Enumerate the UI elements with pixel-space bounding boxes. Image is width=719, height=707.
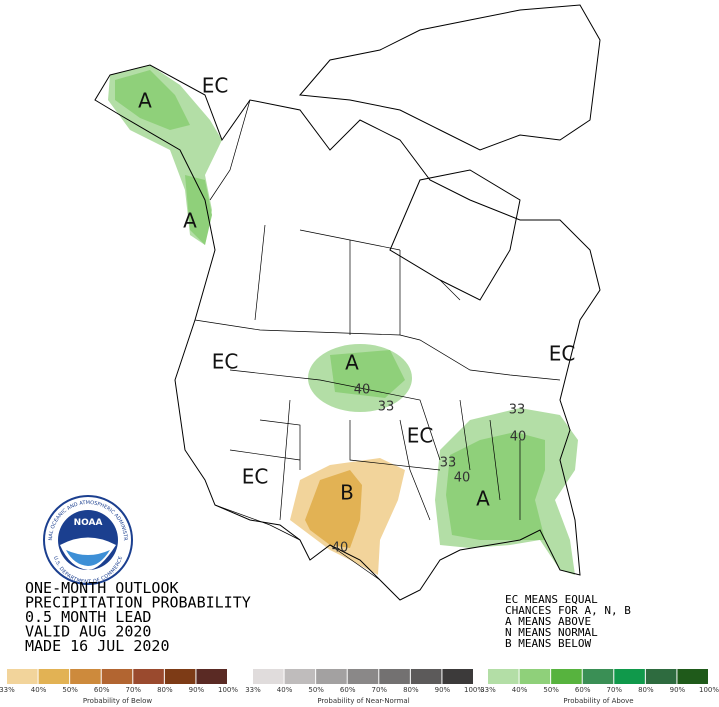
title-line: MADE 16 JUL 2020 <box>25 637 170 655</box>
key-line: B MEANS BELOW <box>505 637 591 650</box>
logo-ring: NATIONAL OCEANIC AND ATMOSPHERIC ADMINIS… <box>0 0 128 541</box>
legend-swatch <box>410 669 442 684</box>
legend-tick: 60% <box>575 686 591 694</box>
legend-title: Probability of Above <box>563 697 633 705</box>
region-label: A <box>345 351 359 375</box>
legend-swatch <box>196 669 227 684</box>
legend-swatch <box>133 669 164 684</box>
contour-label: 40 <box>510 430 527 445</box>
legend-tick: 80% <box>157 686 173 694</box>
region-label: A <box>138 89 152 113</box>
legend-tick: 70% <box>607 686 623 694</box>
region-label: A <box>183 209 197 233</box>
legend-swatch <box>101 669 133 684</box>
legend-swatch <box>614 669 645 684</box>
contour-label: 40 <box>332 541 349 556</box>
legend-tick: 33% <box>245 686 261 694</box>
legend-swatch <box>379 669 410 684</box>
legend-swatch <box>164 669 196 684</box>
legend-tick: 40% <box>277 686 293 694</box>
key-line: A MEANS ABOVE <box>505 615 591 628</box>
legend: 33% 40% 50% 60% 70% 80% 90% 100% Probability of … <box>0 669 719 705</box>
contour-label: 33 <box>378 400 395 415</box>
contour-label: 40 <box>454 471 471 486</box>
legend-tick: 70% <box>372 686 388 694</box>
legend-swatch <box>284 669 316 684</box>
legend-swatch <box>645 669 677 684</box>
title-line: PRECIPITATION PROBABILITY <box>25 594 251 612</box>
key-line: N MEANS NORMAL <box>505 626 598 639</box>
region-label: A <box>476 487 490 511</box>
legend-swatch <box>551 669 582 684</box>
title-line: ONE-MONTH OUTLOOK <box>25 579 179 597</box>
legend-swatch <box>442 669 473 684</box>
coastlines <box>94 4 601 601</box>
key-line: EC MEANS EQUAL <box>505 593 598 606</box>
svg-text:NATIONAL OCEANIC AND ATMOSPHER: NATIONAL OCEANIC AND ATMOSPHERIC ADMINIS… <box>0 0 128 541</box>
contour-label: 40 <box>354 383 371 398</box>
legend-tick: 50% <box>62 686 78 694</box>
legend-tick: 60% <box>340 686 356 694</box>
legend-tick: 100% <box>699 686 719 694</box>
legend-tick: 80% <box>638 686 654 694</box>
legend-swatch <box>488 669 519 684</box>
legend-tick: 50% <box>543 686 559 694</box>
legend-tick: 40% <box>512 686 528 694</box>
legend-tick: 80% <box>403 686 419 694</box>
legend-tick: 60% <box>94 686 110 694</box>
region-label: EC <box>212 350 239 374</box>
region-label: B <box>340 481 354 505</box>
legend-title: Probability of Near-Normal <box>317 697 409 705</box>
legend-tick: 33% <box>480 686 496 694</box>
legend-tick: 90% <box>670 686 686 694</box>
region-label: EC <box>242 465 269 489</box>
legend-tick: 100% <box>218 686 238 694</box>
region-label: EC <box>549 342 576 366</box>
legend-swatch <box>38 669 70 684</box>
legend-swatch <box>253 669 284 684</box>
contour-label: 33 <box>440 456 457 471</box>
region-label: EC <box>407 424 434 448</box>
legend-swatch <box>347 669 379 684</box>
contour-label: 33 <box>509 403 526 418</box>
legend-swatch <box>316 669 347 684</box>
key-line: CHANCES FOR A, N, B <box>505 604 631 617</box>
legend-tick: 100% <box>464 686 484 694</box>
legend-title: Probability of Below <box>83 697 153 705</box>
legend-swatch <box>677 669 708 684</box>
region-label: EC <box>202 74 229 98</box>
legend-swatch <box>7 669 38 684</box>
legend-tick: 50% <box>308 686 324 694</box>
logo-name: NOAA <box>74 518 103 528</box>
legend-tick: 33% <box>0 686 15 694</box>
legend-swatch <box>519 669 551 684</box>
legend-swatch <box>70 669 101 684</box>
title-line: 0.5 MONTH LEAD <box>25 608 151 626</box>
legend-swatch <box>582 669 614 684</box>
title-line: VALID AUG 2020 <box>25 623 151 641</box>
legend-tick: 40% <box>31 686 47 694</box>
legend-tick: 90% <box>435 686 451 694</box>
legend-tick: 90% <box>189 686 205 694</box>
legend-tick: 70% <box>126 686 142 694</box>
